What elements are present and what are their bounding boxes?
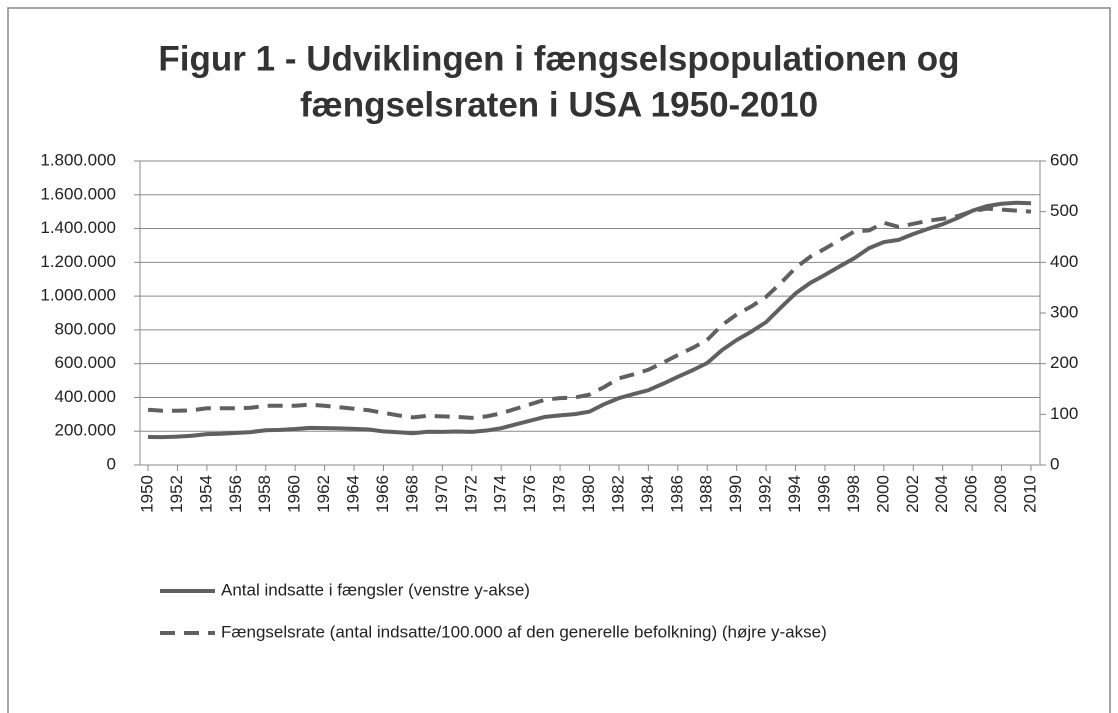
x-tick-label: 1970 (432, 475, 451, 513)
legend-label: Fængselsrate (antal indsatte/100.000 af … (221, 622, 827, 641)
x-tick-label: 1998 (844, 475, 863, 513)
x-tick-label: 2006 (962, 475, 981, 513)
x-tick-label: 1980 (579, 475, 598, 513)
chart-frame (7, 7, 1111, 713)
x-tick-label: 1962 (314, 475, 333, 513)
x-tick-label: 2002 (903, 475, 922, 513)
x-tick-label: 1966 (373, 475, 392, 513)
y-tick-label: 0 (107, 454, 116, 473)
x-tick-label: 1996 (814, 475, 833, 513)
x-tick-label: 1954 (196, 475, 215, 513)
x-tick-label: 1974 (491, 475, 510, 513)
y2-tick-label: 200 (1050, 353, 1078, 372)
x-tick-label: 1968 (402, 475, 421, 513)
x-tick-label: 2008 (991, 475, 1010, 513)
chart-title: Figur 1 - Udviklingen i fængselspopulati… (158, 39, 959, 78)
x-tick-label: 1958 (255, 475, 274, 513)
x-tick-label: 1978 (550, 475, 569, 513)
y-tick-label: 1.000.000 (40, 286, 116, 305)
x-tick-label: 1984 (638, 475, 657, 513)
x-tick-label: 1964 (344, 475, 363, 513)
x-tick-label: 2004 (932, 475, 951, 513)
data-line (147, 206, 1032, 420)
y-tick-label: 1.400.000 (40, 218, 116, 237)
x-tick-label: 1994 (785, 475, 804, 513)
y2-tick-label: 100 (1050, 404, 1078, 423)
x-tick-label: 2010 (1020, 475, 1039, 513)
x-tick-label: 1986 (667, 475, 686, 513)
x-tick-label: 1952 (167, 475, 186, 513)
x-tick-label: 1950 (137, 475, 156, 513)
y-tick-label: 200.000 (55, 421, 116, 440)
y-tick-label: 1.800.000 (40, 150, 116, 169)
y-tick-label: 1.600.000 (40, 184, 116, 203)
y-tick-label: 600.000 (55, 353, 116, 372)
x-tick-label: 2000 (873, 475, 892, 513)
y2-tick-label: 600 (1050, 150, 1078, 169)
legend-label: Antal indsatte i fængsler (venstre y-aks… (221, 580, 530, 599)
x-tick-label: 1976 (520, 475, 539, 513)
x-tick-label: 1982 (608, 475, 627, 513)
x-tick-label: 1972 (461, 475, 480, 513)
y2-tick-label: 0 (1050, 454, 1059, 473)
chart-title: fængselsraten i USA 1950-2010 (300, 85, 818, 124)
x-tick-label: 1988 (697, 475, 716, 513)
y2-tick-label: 300 (1050, 302, 1078, 321)
y2-tick-label: 400 (1050, 252, 1078, 271)
y-tick-label: 400.000 (55, 387, 116, 406)
y-tick-label: 1.200.000 (40, 252, 116, 271)
x-tick-label: 1960 (285, 475, 304, 513)
data-line (147, 200, 1032, 440)
x-tick-label: 1956 (226, 475, 245, 513)
x-tick-label: 1992 (756, 475, 775, 513)
x-tick-label: 1990 (726, 475, 745, 513)
y-tick-label: 800.000 (55, 319, 116, 338)
y2-tick-label: 500 (1050, 201, 1078, 220)
